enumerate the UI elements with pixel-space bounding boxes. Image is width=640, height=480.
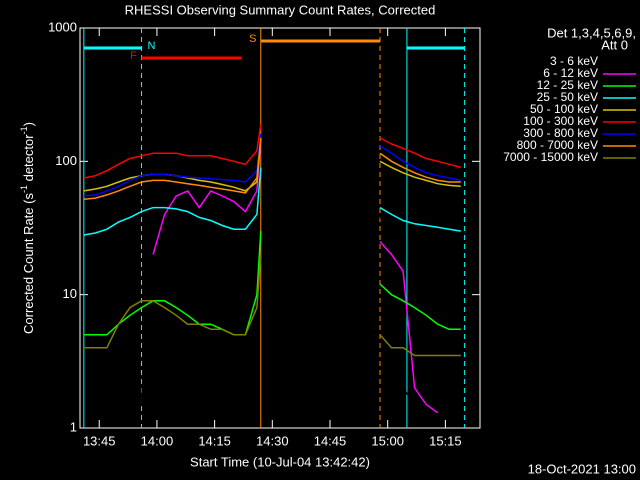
y-label-part: ) bbox=[21, 122, 36, 126]
y-axis-label: Corrected Count Rate (s-1 detector-1) bbox=[19, 122, 36, 334]
legend-label: 7000 - 15000 keV bbox=[503, 150, 598, 164]
series-line bbox=[117, 137, 427, 407]
x-tick-label: 15:15 bbox=[429, 433, 462, 448]
legend-label: 6 - 12 keV bbox=[543, 66, 598, 80]
x-axis-label: Start Time (10-Jul-04 13:42:42) bbox=[190, 454, 370, 469]
x-tick-label: 14:30 bbox=[256, 433, 289, 448]
flag-label: S bbox=[249, 33, 256, 45]
x-tick-label: 14:15 bbox=[198, 433, 231, 448]
footer: 18-Oct-2021 13:00 bbox=[528, 461, 636, 476]
x-tick-label: 14:45 bbox=[314, 433, 347, 448]
legend-header: Det 1,3,4,5,6,9, bbox=[547, 25, 636, 40]
y-tick-label: 100 bbox=[55, 153, 77, 168]
y-label-part: Corrected Count Rate (s bbox=[21, 193, 36, 334]
legend-label: 100 - 300 keV bbox=[523, 114, 598, 128]
legend-label: 25 - 50 keV bbox=[537, 90, 598, 104]
legend-header: Att 0 bbox=[601, 37, 628, 52]
series-line bbox=[83, 167, 461, 236]
legend-label: 800 - 7000 keV bbox=[517, 138, 598, 152]
y-label-sup: -1 bbox=[19, 126, 29, 134]
y-tick-label: 1000 bbox=[48, 19, 77, 34]
y-tick-label: 10 bbox=[63, 286, 77, 301]
x-tick-label: 13:45 bbox=[83, 433, 116, 448]
flag-label: F bbox=[130, 50, 137, 62]
y-label-part: detector bbox=[21, 134, 36, 185]
series-line bbox=[152, 137, 439, 414]
plot-frame bbox=[79, 27, 481, 429]
chart-title: RHESSI Observing Summary Count Rates, Co… bbox=[125, 2, 436, 17]
flag-label: N bbox=[148, 40, 156, 52]
series-line bbox=[83, 134, 461, 197]
y-label-sup: -1 bbox=[19, 185, 29, 193]
series-line bbox=[83, 254, 461, 357]
legend-label: 3 - 6 keV bbox=[550, 54, 598, 68]
series-line bbox=[83, 137, 461, 200]
legend-label: 300 - 800 keV bbox=[523, 126, 598, 140]
legend-label: 50 - 100 keV bbox=[530, 102, 598, 116]
y-tick-label: 1 bbox=[70, 419, 77, 434]
x-tick-label: 15:00 bbox=[371, 433, 404, 448]
series-line bbox=[83, 124, 461, 179]
legend-label: 12 - 25 keV bbox=[537, 78, 598, 92]
x-tick-label: 14:00 bbox=[141, 433, 174, 448]
